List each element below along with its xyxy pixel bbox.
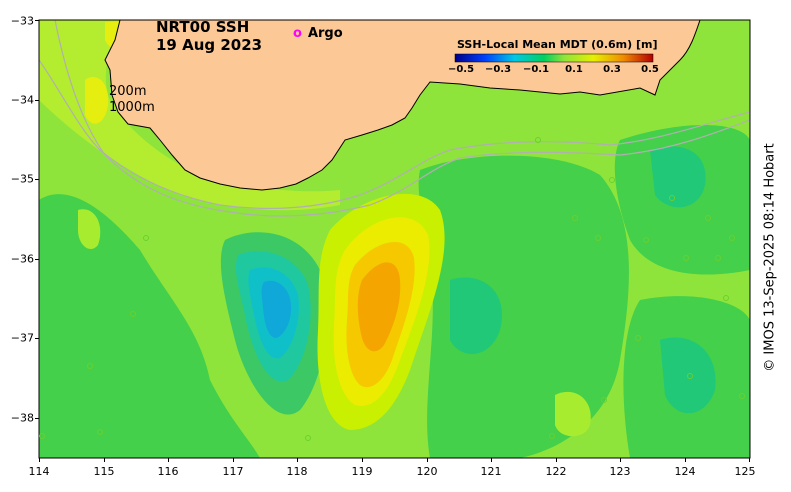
y-tick-label: −34 xyxy=(10,93,34,107)
argo-legend: o Argo xyxy=(293,26,343,41)
x-tick-label: 115 xyxy=(93,465,115,478)
australia-landmass xyxy=(104,20,701,191)
anomaly-patch xyxy=(450,277,502,354)
axis-ticks xyxy=(35,20,750,462)
y-tick-label: −35 xyxy=(10,172,34,186)
x-tick-label: 124 xyxy=(674,465,696,478)
x-tick-label: 122 xyxy=(545,465,567,478)
anomaly-patch xyxy=(418,155,629,458)
isobath-200-label: 200m xyxy=(109,84,147,99)
colorbar-title: SSH-Local Mean MDT (0.6m) [m] xyxy=(457,38,658,51)
anomaly-patch xyxy=(650,146,706,208)
x-tick-label: 114 xyxy=(28,465,50,478)
x-tick-label: 123 xyxy=(609,465,631,478)
colorbar-tick: −0.1 xyxy=(522,64,550,75)
shelf-band xyxy=(85,77,109,124)
y-tick-label: −33 xyxy=(10,14,34,28)
argo-marker-icon: o xyxy=(293,26,302,41)
x-tick-label: 116 xyxy=(157,465,179,478)
low-eddy-contour xyxy=(261,280,292,338)
map-title: NRT00 SSH 19 Aug 2023 xyxy=(156,18,262,54)
y-tick-label: −36 xyxy=(10,252,34,266)
x-tick-label: 120 xyxy=(416,465,438,478)
x-tick-label: 125 xyxy=(734,465,756,478)
title-date: 19 Aug 2023 xyxy=(156,36,263,54)
colorbar-tick: 0.1 xyxy=(565,64,583,75)
y-tick-label: −38 xyxy=(10,411,34,425)
colorbar-tick: −0.5 xyxy=(447,64,475,75)
x-tick-label: 118 xyxy=(286,465,308,478)
x-tick-label: 119 xyxy=(351,465,373,478)
y-tick-label: −37 xyxy=(10,331,34,345)
title-product: NRT00 SSH xyxy=(156,18,250,36)
isobath-200m xyxy=(39,59,750,210)
colorbar-tick: −0.3 xyxy=(484,64,512,75)
anomaly-patch xyxy=(78,209,101,250)
isobath-1000m xyxy=(54,20,750,217)
high-eddy-contour xyxy=(357,262,401,352)
ssh-field xyxy=(39,20,750,458)
imos-credit: © IMOS 13-Sep-2025 08:14 Hobart xyxy=(762,143,778,372)
argo-legend-label: Argo xyxy=(307,26,343,41)
colorbar xyxy=(454,53,654,63)
argo-markers xyxy=(39,137,745,441)
colorbar-tick: 0.3 xyxy=(603,64,621,75)
isobath-1000-label: 1000m xyxy=(109,100,155,115)
anomaly-patch xyxy=(555,391,591,437)
x-tick-label: 117 xyxy=(222,465,244,478)
x-tick-label: 121 xyxy=(480,465,502,478)
anomaly-patch xyxy=(39,194,260,458)
plot-frame xyxy=(38,19,751,459)
colorbar-tick: 0.5 xyxy=(641,64,659,75)
